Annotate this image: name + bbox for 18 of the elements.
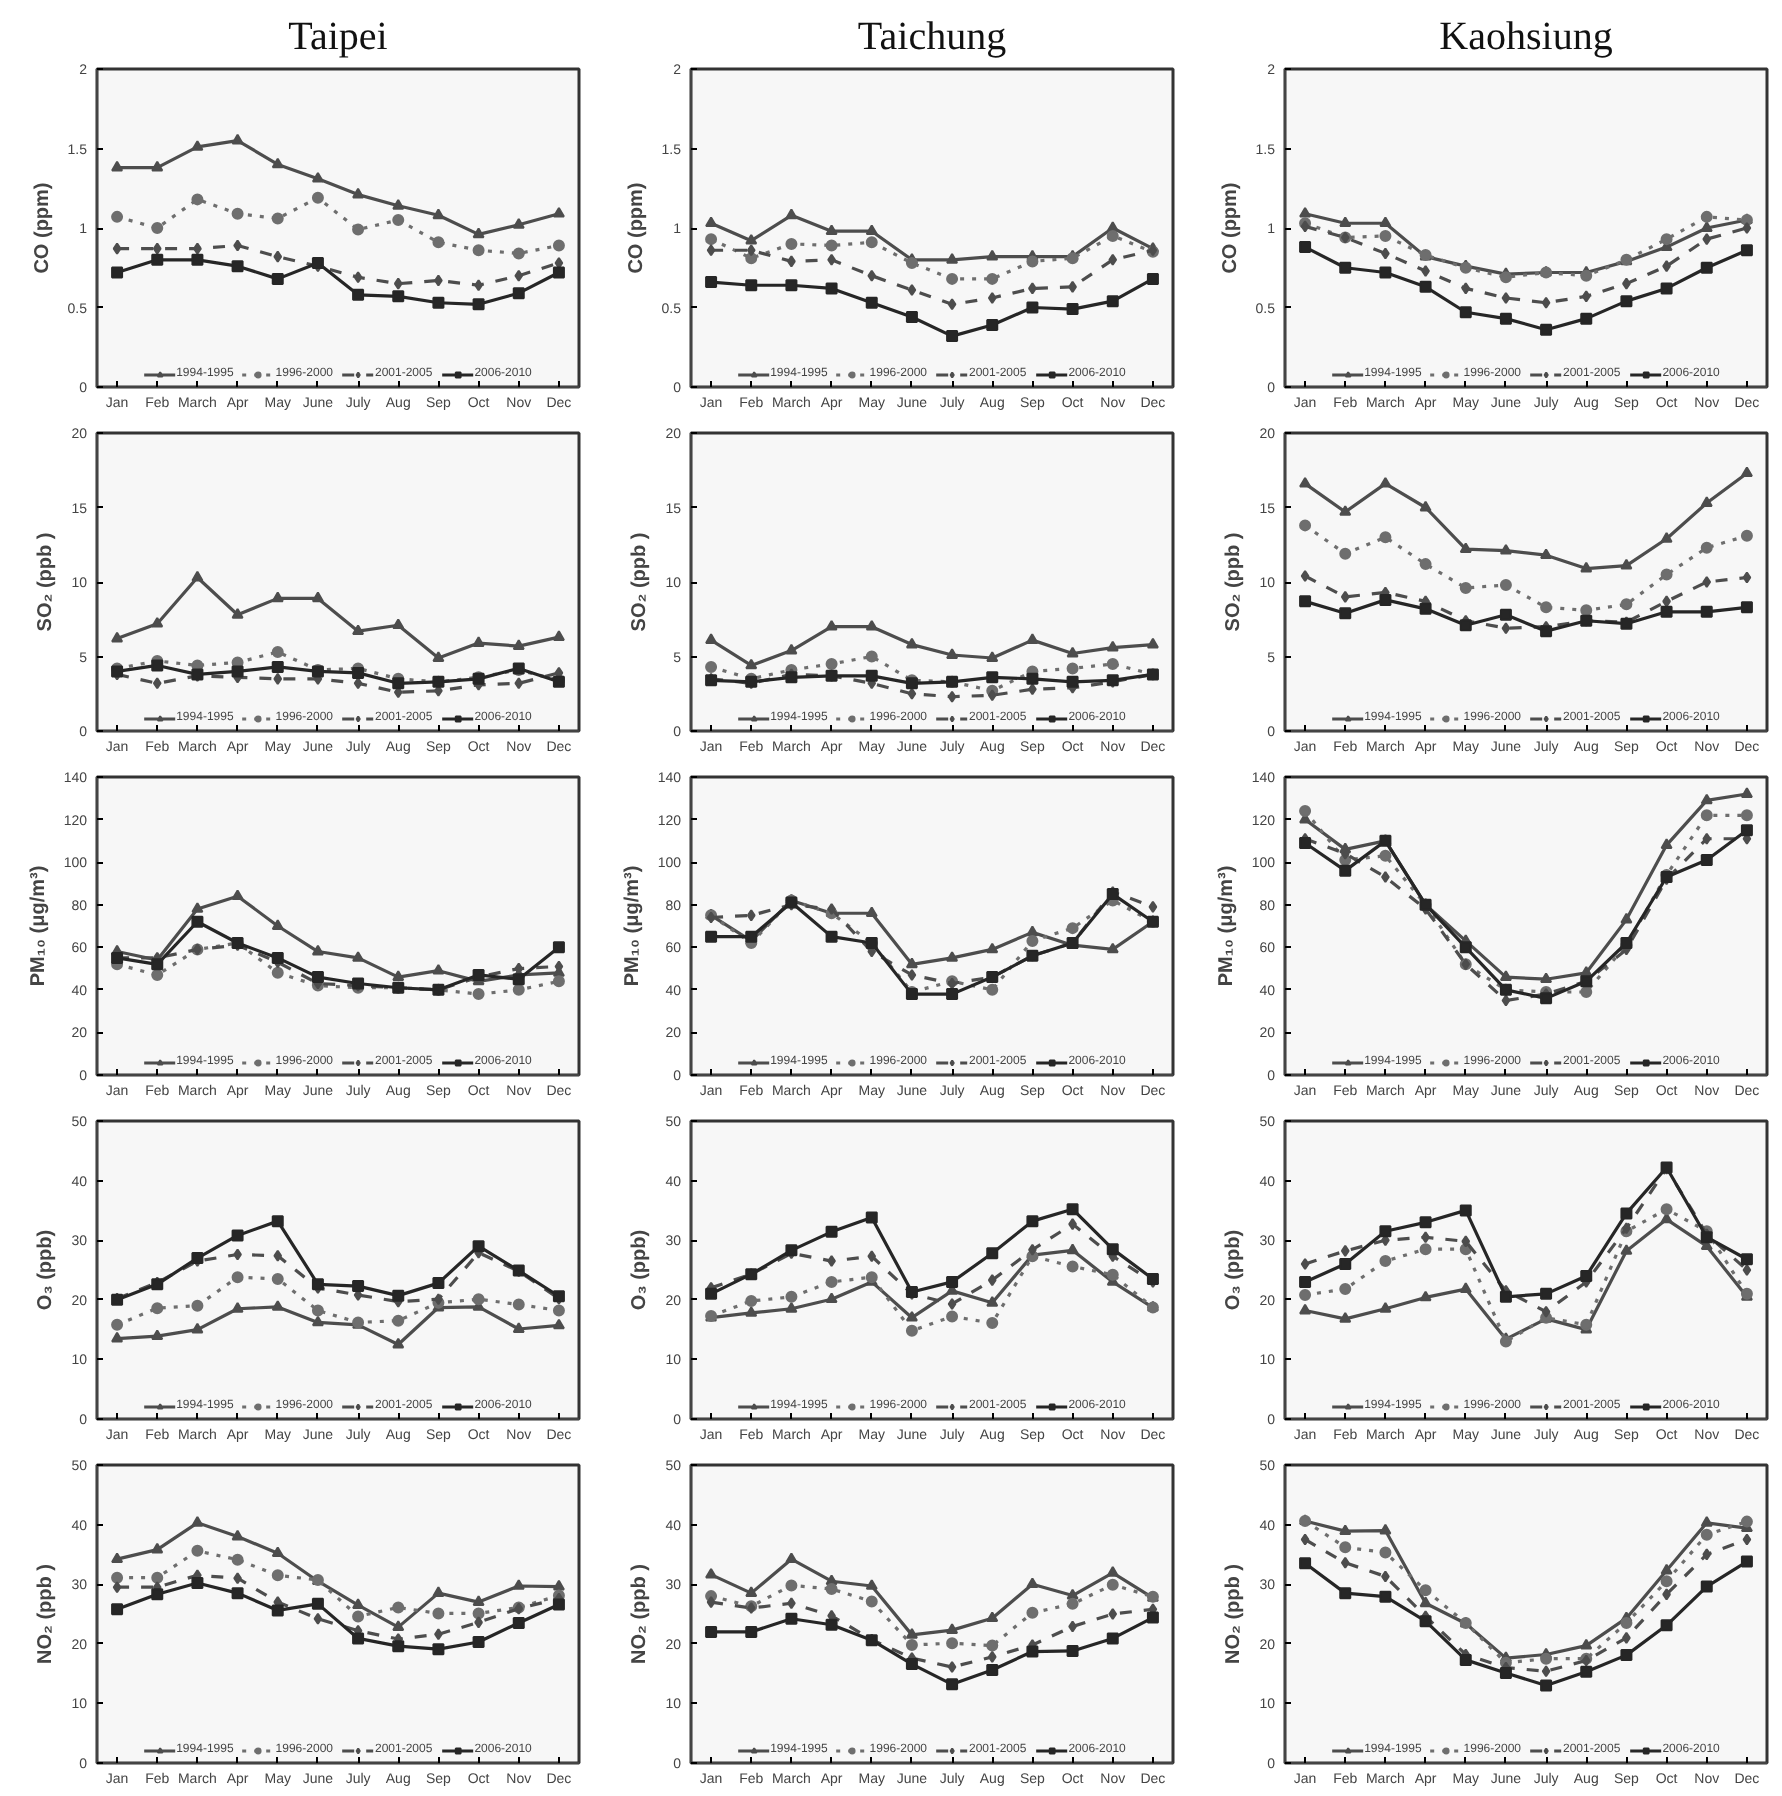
y-axis-title: PM₁₀ (μg/m³) (27, 865, 50, 987)
y-axis-title: PM₁₀ (μg/m³) (1215, 865, 1238, 987)
y-axis-title: NO₂ (ppb ) (1223, 1563, 1246, 1664)
y-axis-title: SO₂ (ppb ) (35, 532, 58, 632)
y-axis-title: CO (ppm) (625, 182, 648, 274)
y-axis-title: O₃ (ppb) (629, 1229, 652, 1311)
y-axis-title: CO (ppm) (1219, 182, 1242, 274)
chart-title: Taichung (857, 15, 1007, 59)
y-axis-title: NO₂ (ppb ) (35, 1563, 58, 1664)
chart-title: Taipei (288, 15, 389, 59)
chart-title: Kaohsiung (1439, 15, 1613, 59)
y-axis-title: O₃ (ppb) (1223, 1229, 1246, 1311)
y-axis-title: O₃ (ppb) (35, 1229, 58, 1311)
y-axis-title: CO (ppm) (31, 182, 54, 274)
y-axis-title: NO₂ (ppb ) (629, 1563, 652, 1664)
y-axis-title: PM₁₀ (μg/m³) (621, 865, 644, 987)
y-axis-title: SO₂ (ppb ) (1223, 532, 1246, 632)
y-axis-title: SO₂ (ppb ) (629, 532, 652, 632)
